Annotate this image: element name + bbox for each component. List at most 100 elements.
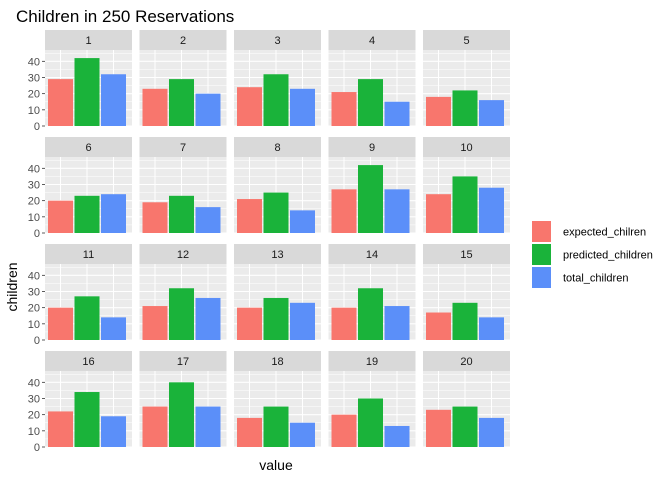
bar-predicted_children — [263, 192, 289, 233]
facet-strip-label: 5 — [463, 35, 469, 47]
bar-expected_chilren — [331, 307, 357, 340]
y-tick-label: 30 — [28, 393, 40, 405]
bar-total_children — [384, 101, 410, 126]
bar-expected_chilren — [142, 306, 168, 340]
bar-predicted_children — [74, 392, 100, 447]
facet-strip-label: 13 — [271, 249, 283, 261]
facet-strip-label: 11 — [83, 249, 94, 261]
bar-predicted_children — [169, 382, 194, 447]
facet-strip — [423, 244, 510, 264]
facet-strip — [139, 137, 227, 157]
facet-panel: 7 — [139, 137, 227, 234]
bar-predicted_children — [74, 58, 100, 126]
bar-total_children — [479, 187, 504, 233]
y-tick-label: 30 — [28, 286, 40, 298]
bar-total_children — [290, 88, 315, 126]
bar-total_children — [195, 207, 221, 233]
facet-panel: 11 0 10 20 30 40 — [28, 244, 132, 347]
facet-strip — [45, 137, 132, 157]
facet-panel: 16 0 10 20 30 40 — [28, 351, 132, 454]
y-tick-label: 10 — [28, 426, 40, 438]
y-tick-label: 10 — [28, 105, 40, 117]
facet-strip-label: 16 — [82, 356, 94, 368]
bar-predicted_children — [74, 195, 100, 233]
facet-panel: 12 — [139, 244, 227, 341]
bar-total_children — [384, 306, 410, 340]
bar-expected_chilren — [237, 87, 262, 126]
legend-label: predicted_children — [563, 250, 653, 262]
y-axis-title: children — [4, 262, 20, 311]
bar-expected_chilren — [142, 88, 168, 126]
bar-total_children — [195, 297, 221, 340]
y-tick-label: 0 — [34, 228, 40, 240]
bar-predicted_children — [452, 302, 478, 340]
y-tick-label: 20 — [28, 303, 40, 315]
facet-panel: 13 — [234, 244, 321, 341]
facet-strip — [328, 30, 416, 50]
y-tick-label: 10 — [28, 319, 40, 331]
facet-strip-label: 20 — [460, 356, 472, 368]
facet-strip — [45, 30, 132, 50]
bar-expected_chilren — [48, 79, 73, 126]
bar-predicted_children — [452, 176, 478, 233]
bar-expected_chilren — [237, 417, 262, 447]
bar-expected_chilren — [142, 202, 168, 233]
y-tick-label: 0 — [34, 335, 40, 347]
bar-expected_chilren — [426, 312, 451, 340]
bar-predicted_children — [169, 79, 194, 126]
bar-expected_chilren — [426, 409, 451, 447]
facet-strip-label: 9 — [369, 142, 375, 154]
facet-strip-label: 6 — [85, 142, 91, 154]
bar-predicted_children — [169, 288, 194, 340]
y-tick-label: 0 — [34, 442, 40, 454]
bar-total_children — [101, 74, 126, 126]
bar-total_children — [479, 317, 504, 340]
facet-strip-label: 8 — [274, 142, 280, 154]
legend-key — [532, 221, 551, 242]
facet-panel: 20 — [423, 351, 510, 448]
bar-expected_chilren — [426, 96, 451, 126]
y-tick-label: 20 — [28, 89, 40, 101]
bar-total_children — [384, 189, 410, 233]
bar-expected_chilren — [426, 194, 451, 233]
bar-predicted_children — [169, 195, 194, 233]
bar-predicted_children — [263, 74, 289, 126]
y-tick-label: 30 — [28, 72, 40, 84]
y-tick-label: 0 — [34, 121, 40, 133]
facet-strip — [234, 351, 321, 371]
facet-panel: 19 — [328, 351, 416, 448]
bar-expected_chilren — [48, 411, 73, 447]
facet-strip-label: 7 — [180, 142, 186, 154]
bar-total_children — [290, 302, 315, 340]
y-tick-label: 40 — [28, 377, 40, 389]
bar-total_children — [479, 100, 504, 126]
bar-expected_chilren — [331, 189, 357, 233]
facet-strip — [328, 244, 416, 264]
x-axis-title: value — [259, 457, 293, 473]
facet-strip-label: 19 — [366, 356, 378, 368]
bar-expected_chilren — [48, 200, 73, 233]
facet-panel: 8 — [234, 137, 321, 234]
y-tick-label: 30 — [28, 179, 40, 191]
facet-strip-label: 18 — [271, 356, 283, 368]
facet-strip-label: 1 — [85, 35, 91, 47]
facet-strip — [234, 244, 321, 264]
facet-panel: 15 — [423, 244, 510, 341]
chart-title: Children in 250 Reservations — [16, 7, 234, 26]
facet-panel: 6 0 10 20 30 40 — [28, 137, 132, 240]
facet-panel: 14 — [328, 244, 416, 341]
facet-panel: 2 — [139, 30, 227, 127]
facet-strip-label: 10 — [460, 142, 472, 154]
facet-strip-label: 14 — [366, 249, 378, 261]
bar-expected_chilren — [237, 307, 262, 340]
facet-strip-label: 12 — [177, 249, 189, 261]
facet-strip — [423, 137, 510, 157]
bar-predicted_children — [74, 296, 100, 340]
bar-expected_chilren — [142, 406, 168, 447]
facet-panel: 18 — [234, 351, 321, 448]
bar-total_children — [479, 417, 504, 447]
facet-panel: 10 — [423, 137, 510, 234]
facet-panel: 4 — [328, 30, 416, 127]
